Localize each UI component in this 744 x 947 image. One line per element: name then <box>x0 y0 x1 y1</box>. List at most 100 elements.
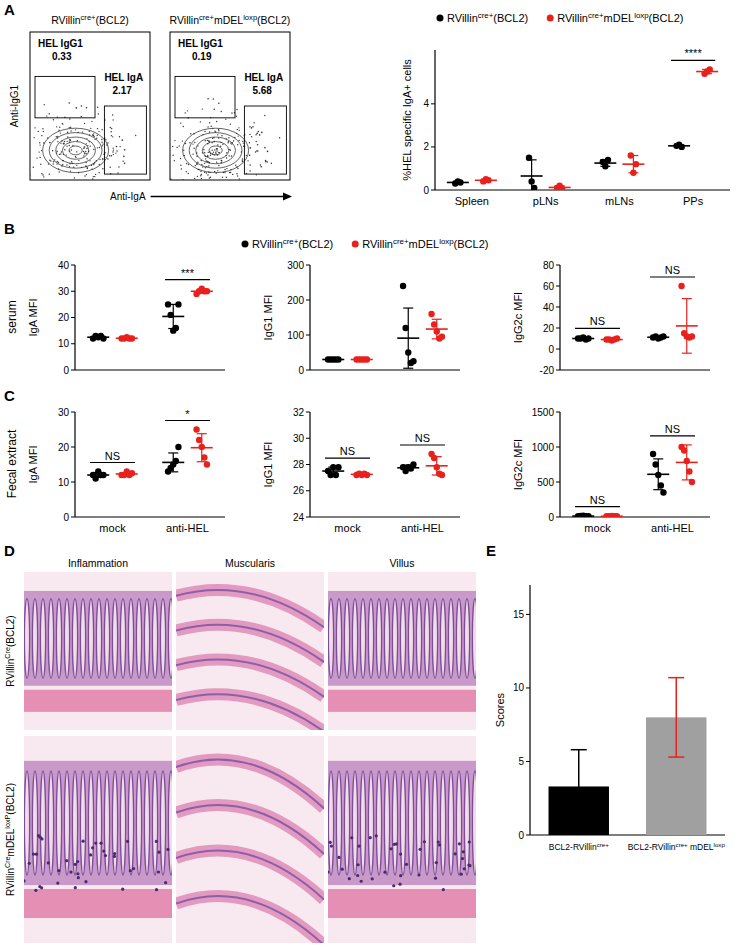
event-dot <box>231 155 232 156</box>
event-dot <box>89 145 90 146</box>
event-dot <box>242 161 243 162</box>
y-tick <box>306 265 310 266</box>
error-cap <box>93 335 103 336</box>
error-bar <box>122 473 132 476</box>
label-part: (BCL2) <box>5 615 16 647</box>
event-dot <box>124 149 126 151</box>
label-part: cre+ <box>199 13 215 22</box>
event-dot <box>93 176 94 177</box>
infiltrate <box>47 861 50 864</box>
y-tick <box>526 687 530 688</box>
label-part: RVillin <box>170 14 200 26</box>
crypt <box>456 599 461 679</box>
crypt <box>344 599 349 679</box>
error-bar <box>578 338 588 339</box>
error-cap <box>527 159 537 160</box>
event-dot <box>218 165 219 166</box>
infiltrate <box>375 834 378 837</box>
event-dot <box>195 165 196 166</box>
row-title: RVillinCremDELloxP(BCL2) <box>3 783 16 896</box>
error-stem <box>676 678 678 757</box>
flow-axis-label: Anti-IgA <box>110 191 146 202</box>
mean-line <box>601 515 623 517</box>
label-part: RVillin <box>51 14 81 26</box>
event-dot <box>46 115 47 116</box>
y-tick-label: 5 <box>518 756 524 767</box>
y-tick <box>306 335 310 336</box>
histology-image <box>24 572 172 730</box>
flow-events <box>170 98 280 180</box>
y-tick-label: 20 <box>543 323 555 334</box>
event-dot <box>84 175 85 176</box>
infiltrate <box>121 888 124 891</box>
event-dot <box>81 105 83 107</box>
label-part: (BCL2) <box>454 238 489 250</box>
infiltrate <box>132 867 135 870</box>
dot-plot: 010203040IgA MFI***RVillincre+(BCL2)RVil… <box>27 237 488 376</box>
contour <box>183 128 249 172</box>
event-dot <box>81 116 82 117</box>
event-dot <box>252 126 254 128</box>
event-dot <box>249 147 250 148</box>
event-dot <box>207 174 208 175</box>
event-dot <box>204 152 205 153</box>
mucosa <box>328 761 476 885</box>
error-bar <box>653 336 663 338</box>
error-stem <box>98 473 99 478</box>
error-bar <box>168 453 178 472</box>
row-label: serum <box>5 300 19 333</box>
y-tick <box>306 300 310 301</box>
event-dot <box>63 143 64 144</box>
event-dot <box>78 160 79 161</box>
label-part: (BCL2) <box>257 14 290 26</box>
event-dot <box>58 162 59 163</box>
label-part: loxP <box>3 814 12 828</box>
marks <box>572 444 698 517</box>
y-tick <box>71 370 75 371</box>
error-cap <box>481 179 491 180</box>
y-tick-label: 200 <box>287 295 304 306</box>
error-cap <box>653 489 663 490</box>
event-dot <box>75 156 76 157</box>
y-tick-label: 2 <box>423 141 429 152</box>
event-dot <box>83 155 84 156</box>
event-dot <box>204 163 205 164</box>
event-dot <box>33 137 34 138</box>
gate-label: HEL IgA <box>244 72 283 83</box>
event-dot <box>192 153 193 154</box>
tissue-background <box>328 736 476 943</box>
label-part: loxp <box>243 13 257 22</box>
event-dot <box>102 159 103 160</box>
error-stem <box>173 304 174 328</box>
infiltrate <box>371 877 374 880</box>
event-dot <box>230 150 231 151</box>
error-cap <box>453 183 463 184</box>
event-dot <box>238 140 239 141</box>
error-cap <box>328 467 338 468</box>
event-dot <box>84 146 85 147</box>
y-tick <box>431 190 435 191</box>
contour <box>196 137 236 164</box>
event-dot <box>92 178 93 179</box>
event-dot <box>235 165 236 166</box>
event-dot <box>101 129 102 130</box>
event-dot <box>243 142 244 143</box>
event-dot <box>99 159 100 160</box>
infiltrate <box>395 842 398 845</box>
column-title: Inflammation <box>68 557 128 569</box>
y-tick-label: 300 <box>287 260 304 271</box>
event-dot <box>41 135 42 136</box>
event-dot <box>266 161 268 163</box>
mean-line <box>116 337 138 339</box>
event-dot <box>218 102 220 104</box>
event-dot <box>246 155 247 156</box>
event-dot <box>208 152 209 153</box>
crypt <box>128 599 133 679</box>
event-dot <box>201 178 202 179</box>
event-dot <box>97 106 98 107</box>
error-cap <box>682 353 692 354</box>
histology-image <box>328 736 476 943</box>
event-dot <box>111 155 113 157</box>
event-dot <box>213 151 214 152</box>
event-dot <box>65 154 66 155</box>
